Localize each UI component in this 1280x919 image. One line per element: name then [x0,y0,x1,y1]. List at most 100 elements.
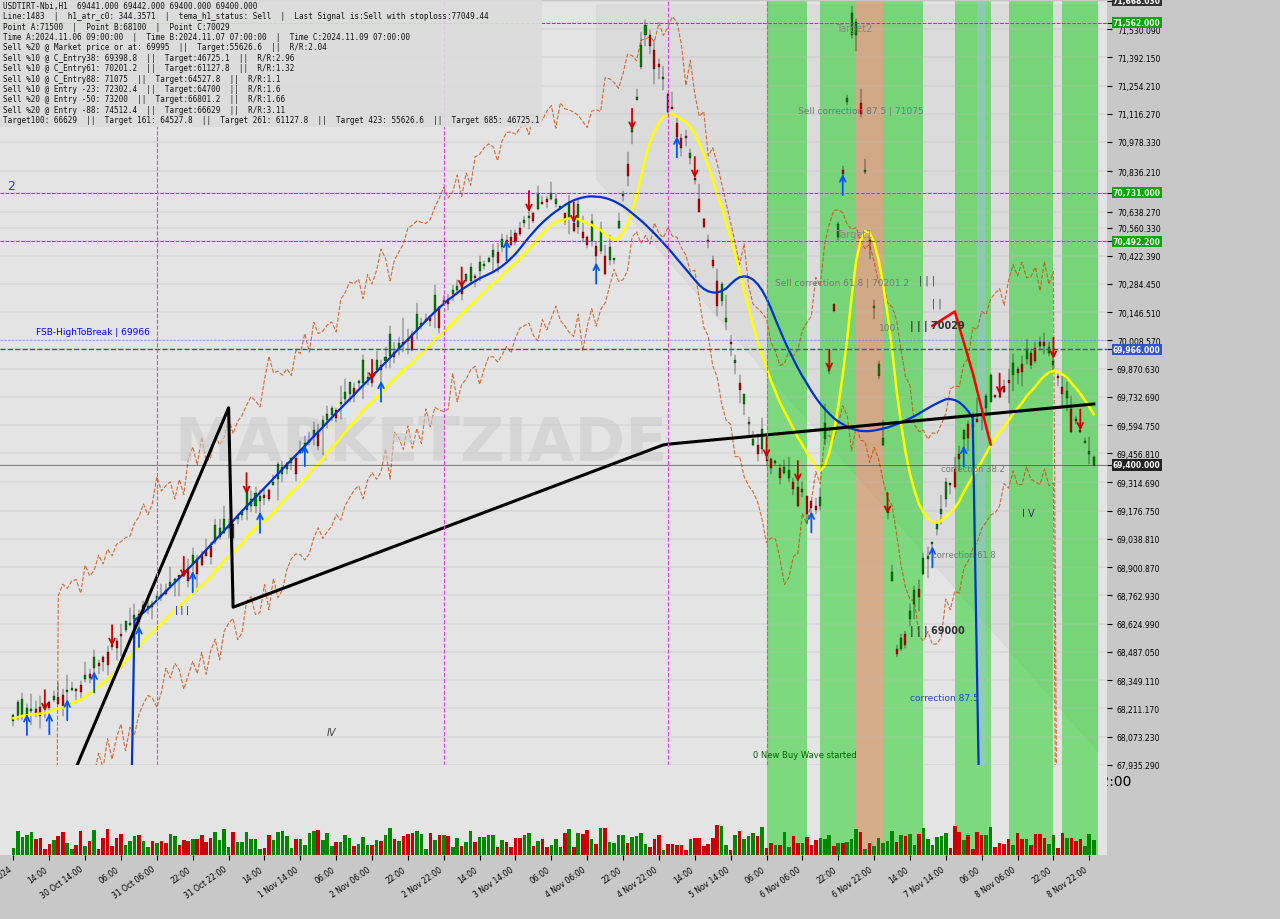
Bar [872,845,876,855]
Bar [160,841,163,855]
Bar [968,425,969,438]
Bar [316,830,320,855]
Bar [782,833,786,855]
Bar [989,375,992,403]
Bar [649,36,652,47]
Bar [617,835,621,855]
Bar [788,470,790,478]
Bar [950,484,951,486]
Bar [527,833,531,855]
Bar [209,838,212,855]
Bar [276,833,280,855]
Bar [945,482,947,500]
Bar [631,129,634,132]
Bar [291,459,292,464]
Bar [837,225,840,238]
Bar [128,841,132,855]
Bar [271,840,275,855]
Bar [330,409,333,415]
Bar [882,438,884,445]
Bar [1029,845,1033,855]
Bar [393,839,397,855]
Bar [572,847,576,855]
Bar [35,709,37,715]
Bar [70,849,73,855]
Bar [1079,839,1082,855]
Text: 69,400.000: 69,400.000 [1112,461,1161,470]
Bar [259,849,262,855]
Bar [877,838,881,855]
Bar [666,845,669,855]
Bar [586,237,589,245]
Text: I V: I V [1021,508,1034,518]
Bar [67,690,68,693]
Bar [289,848,293,855]
Bar [124,621,127,630]
Bar [764,848,768,855]
Bar [563,834,567,855]
Bar [312,832,316,855]
Bar [883,2,923,765]
Bar [79,832,82,855]
Bar [1025,349,1028,359]
Bar [155,843,159,855]
Bar [58,698,59,704]
Bar [904,836,908,855]
Text: 100: 100 [878,323,896,333]
Bar [621,835,625,855]
Text: 0 New Buy Wave started: 0 New Buy Wave started [753,750,856,759]
Bar [174,579,175,582]
Bar [65,843,69,855]
Bar [300,450,301,453]
Bar [298,839,302,855]
Bar [26,835,28,855]
Bar [883,765,923,855]
Bar [22,699,23,716]
Bar [524,221,526,223]
Bar [980,414,983,416]
Bar [29,832,33,855]
Text: 2: 2 [6,179,14,192]
Bar [1052,361,1055,365]
Bar [61,832,64,855]
Bar [353,389,355,397]
Bar [675,845,678,855]
Bar [192,556,193,564]
Bar [102,658,104,663]
Bar [554,839,558,855]
Bar [599,828,603,855]
Bar [797,487,799,507]
Bar [1043,343,1046,346]
Bar [276,464,279,480]
Bar [998,391,1001,398]
Bar [307,833,311,855]
Bar [1025,839,1028,855]
Bar [1016,834,1019,855]
Bar [264,495,265,498]
Bar [253,839,257,855]
Bar [1039,343,1041,346]
Bar [977,2,986,765]
Bar [483,837,486,855]
Bar [923,559,924,574]
Text: | | | 70029: | | | 70029 [910,321,965,332]
Text: 69,966.000: 69,966.000 [1112,346,1161,354]
Bar [710,838,714,855]
Bar [972,425,974,427]
Bar [1070,410,1073,432]
Text: correction 87.5: correction 87.5 [910,694,979,702]
Bar [447,300,449,304]
Bar [465,842,468,855]
Bar [384,357,387,361]
Bar [662,850,666,855]
Bar [966,835,970,855]
Bar [1048,347,1050,354]
Bar [900,835,902,855]
Bar [801,490,804,493]
Text: Sell correction 87.5 | 71075: Sell correction 87.5 | 71075 [797,107,924,116]
Bar [800,844,804,855]
Bar [303,845,307,855]
Bar [712,261,714,267]
Bar [308,440,310,442]
Bar [755,836,759,855]
